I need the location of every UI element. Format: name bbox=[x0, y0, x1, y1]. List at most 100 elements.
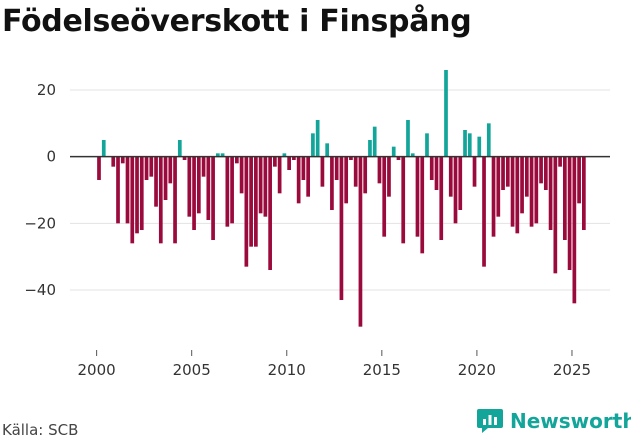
bar bbox=[177, 140, 182, 157]
bar bbox=[192, 156, 196, 230]
bar bbox=[529, 156, 534, 227]
bar bbox=[277, 156, 282, 194]
bar bbox=[97, 156, 101, 180]
bar bbox=[501, 156, 505, 190]
bar bbox=[572, 156, 577, 304]
bar bbox=[158, 156, 163, 244]
bar bbox=[135, 156, 139, 234]
bar bbox=[406, 120, 410, 157]
bar bbox=[120, 156, 125, 164]
bar bbox=[215, 153, 220, 157]
bar bbox=[139, 156, 144, 230]
bar bbox=[562, 156, 567, 240]
bar bbox=[429, 156, 434, 180]
bar bbox=[482, 156, 486, 267]
bar bbox=[101, 140, 106, 157]
y-tick-label: 0 bbox=[46, 148, 56, 166]
bar bbox=[510, 156, 515, 227]
bar bbox=[292, 156, 296, 160]
x-tick-label: 2025 bbox=[553, 361, 591, 379]
bar bbox=[334, 156, 339, 180]
chart-title: Födelseöverskott i Finspång bbox=[2, 4, 472, 39]
bar bbox=[339, 156, 344, 300]
bar bbox=[377, 156, 382, 184]
bar bbox=[220, 153, 225, 157]
brand-name: Newsworthy bbox=[510, 409, 631, 433]
bar bbox=[225, 156, 230, 227]
bar bbox=[486, 123, 491, 157]
bar bbox=[263, 156, 268, 217]
bar bbox=[311, 133, 315, 157]
x-axis-ticks: 2000 2005 2010 2015 2020 2025 bbox=[78, 350, 591, 379]
bar bbox=[111, 156, 116, 167]
bar bbox=[125, 156, 130, 224]
bar bbox=[163, 156, 168, 200]
bar bbox=[273, 156, 277, 167]
bar bbox=[320, 156, 325, 187]
bar bbox=[439, 156, 444, 240]
bar bbox=[201, 156, 206, 177]
bar bbox=[349, 156, 353, 160]
bar bbox=[287, 156, 291, 170]
bar bbox=[444, 70, 448, 157]
bar bbox=[420, 156, 425, 254]
bar bbox=[415, 156, 420, 237]
bar bbox=[268, 156, 272, 270]
bar bbox=[168, 156, 173, 184]
bar bbox=[425, 133, 429, 157]
bar bbox=[524, 156, 529, 197]
bar bbox=[539, 156, 543, 184]
x-tick-label: 2015 bbox=[363, 361, 401, 379]
bars bbox=[97, 70, 586, 327]
bar bbox=[282, 153, 287, 157]
y-tick-label: −40 bbox=[24, 281, 56, 299]
bar bbox=[467, 133, 472, 157]
newsworthy-logo[interactable]: Newsworthy bbox=[476, 408, 631, 434]
bar bbox=[391, 146, 396, 157]
bar bbox=[396, 156, 401, 160]
bar bbox=[368, 140, 372, 157]
bar bbox=[211, 156, 215, 240]
bar bbox=[325, 143, 330, 157]
source-label: Källa: SCB bbox=[2, 421, 79, 439]
bar bbox=[515, 156, 520, 234]
bar bbox=[477, 136, 482, 157]
bar bbox=[116, 156, 120, 224]
x-tick-label: 2020 bbox=[458, 361, 496, 379]
bar bbox=[330, 156, 334, 210]
bar bbox=[382, 156, 387, 237]
bar bbox=[548, 156, 553, 230]
bar bbox=[463, 130, 467, 157]
bar bbox=[558, 156, 562, 167]
x-tick-label: 2000 bbox=[78, 361, 116, 379]
bar bbox=[491, 156, 496, 237]
bar bbox=[577, 156, 581, 204]
bar bbox=[453, 156, 458, 224]
bar bbox=[567, 156, 572, 270]
bar bbox=[239, 156, 244, 194]
x-tick-label: 2010 bbox=[268, 361, 306, 379]
bar bbox=[458, 156, 463, 210]
bar bbox=[401, 156, 406, 244]
bar bbox=[520, 156, 524, 214]
bar bbox=[154, 156, 158, 207]
bar bbox=[505, 156, 510, 187]
x-tick-label: 2005 bbox=[173, 361, 211, 379]
bar bbox=[206, 156, 211, 220]
bar bbox=[301, 156, 306, 180]
bar bbox=[496, 156, 501, 217]
y-tick-label: −20 bbox=[24, 214, 56, 232]
bar bbox=[144, 156, 149, 180]
bar bbox=[553, 156, 558, 274]
newsworthy-icon bbox=[477, 409, 503, 433]
y-axis-ticks: 20 0 −20 −40 bbox=[24, 81, 56, 299]
bar bbox=[306, 156, 311, 197]
bar bbox=[130, 156, 135, 244]
bar bbox=[244, 156, 249, 267]
bar bbox=[234, 156, 239, 164]
bar bbox=[230, 156, 234, 224]
bar bbox=[296, 156, 301, 204]
bar bbox=[534, 156, 539, 224]
bar bbox=[173, 156, 177, 244]
bar bbox=[149, 156, 154, 177]
